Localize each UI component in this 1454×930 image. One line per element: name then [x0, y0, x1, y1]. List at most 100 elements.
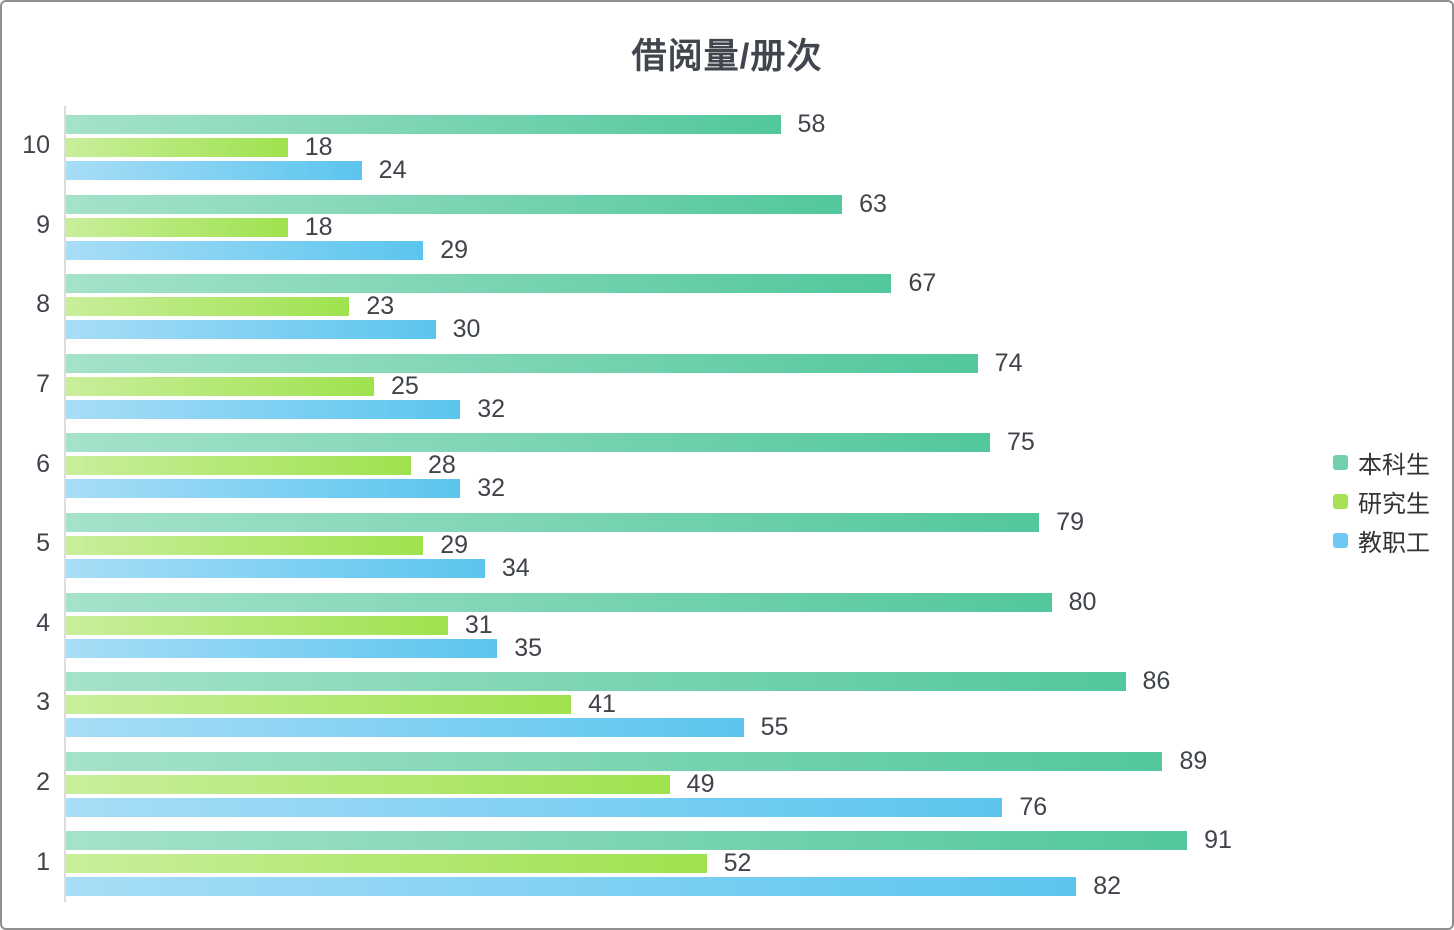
bar-value-label: 52 — [723, 849, 752, 878]
legend-swatch-icon — [1333, 533, 1348, 548]
bar-教职工[interactable] — [66, 797, 1003, 817]
bar-group: 58 18 24 — [66, 106, 1298, 186]
chart-area: 10 9 8 7 6 5 4 3 2 1 58 18 24 63 18 29 67 23 30 74 25 32 75 28… — [2, 106, 1298, 902]
y-axis-label: 7 — [36, 370, 50, 399]
bar-教职工[interactable] — [66, 161, 362, 180]
bar-教职工[interactable] — [66, 558, 485, 578]
y-axis-label: 8 — [36, 290, 50, 319]
bar-row: 52 — [66, 849, 1298, 878]
bar-row: 34 — [66, 555, 1298, 580]
bar-value-label: 18 — [304, 133, 333, 161]
legend-label: 研究生 — [1358, 491, 1430, 518]
y-axis-label: 3 — [36, 688, 50, 717]
bar-研究生[interactable] — [66, 138, 288, 157]
bar-row: 91 — [66, 826, 1298, 855]
bar-value-label: 82 — [1093, 872, 1122, 901]
bar-row: 58 — [66, 110, 1298, 138]
bar-教职工[interactable] — [66, 399, 461, 419]
bar-row: 41 — [66, 690, 1298, 719]
bar-本科生[interactable] — [66, 353, 978, 373]
bar-value-label: 32 — [477, 474, 506, 503]
bar-row: 74 — [66, 348, 1298, 377]
bar-group: 86 41 55 — [66, 663, 1298, 743]
bar-研究生[interactable] — [66, 695, 572, 715]
bar-row: 18 — [66, 214, 1298, 239]
bar-本科生[interactable] — [66, 831, 1188, 851]
bar-本科生[interactable] — [66, 592, 1052, 612]
bar-row: 28 — [66, 453, 1298, 478]
bar-row: 30 — [66, 317, 1298, 342]
bar-group: 89 49 76 — [66, 743, 1298, 823]
bar-value-label: 35 — [514, 633, 542, 662]
bar-value-label: 29 — [440, 235, 469, 264]
bar-本科生[interactable] — [66, 512, 1040, 532]
chart-title: 借阅量/册次 — [631, 37, 823, 76]
legend-label: 本科生 — [1358, 452, 1430, 479]
bar-教职工[interactable] — [66, 479, 461, 499]
bar-row: 86 — [66, 669, 1298, 694]
y-axis: 10 9 8 7 6 5 4 3 2 1 — [2, 106, 50, 902]
bar-研究生[interactable] — [66, 297, 350, 317]
bar-研究生[interactable] — [66, 456, 411, 476]
legend-swatch-icon — [1333, 455, 1348, 470]
bar-group: 67 23 30 — [66, 265, 1298, 345]
bar-value-label: 63 — [859, 189, 887, 218]
bar-本科生[interactable] — [66, 751, 1163, 771]
bar-教职工[interactable] — [66, 718, 744, 738]
bar-value-label: 91 — [1204, 826, 1232, 855]
bar-row: 67 — [66, 271, 1298, 296]
bar-row: 24 — [66, 156, 1298, 184]
bar-row: 32 — [66, 474, 1298, 503]
bar-group: 80 31 35 — [66, 584, 1298, 664]
bar-row: 32 — [66, 394, 1298, 423]
legend-item-教职工[interactable]: 教职工 — [1333, 521, 1430, 560]
bar-教职工[interactable] — [66, 320, 436, 340]
bar-row: 89 — [66, 748, 1298, 773]
bar-row: 80 — [66, 589, 1298, 614]
bar-row: 63 — [66, 189, 1298, 218]
legend-item-本科生[interactable]: 本科生 — [1333, 443, 1430, 482]
legend: 本科生 研究生 教职工 — [1333, 443, 1430, 560]
bar-row: 29 — [66, 235, 1298, 264]
bar-value-label: 41 — [588, 690, 616, 719]
bar-本科生[interactable] — [66, 433, 990, 453]
bar-教职工[interactable] — [66, 877, 1077, 897]
bar-研究生[interactable] — [66, 217, 288, 237]
bar-研究生[interactable] — [66, 535, 424, 555]
bar-研究生[interactable] — [66, 854, 707, 874]
bar-value-label: 76 — [1019, 792, 1048, 821]
bar-row: 23 — [66, 294, 1298, 319]
bar-row: 29 — [66, 532, 1298, 557]
bar-研究生[interactable] — [66, 376, 374, 396]
bar-研究生[interactable] — [66, 615, 448, 635]
y-axis-label: 2 — [36, 768, 50, 797]
bar-研究生[interactable] — [66, 774, 670, 794]
bar-row: 18 — [66, 133, 1298, 161]
bar-本科生[interactable] — [66, 194, 843, 214]
y-axis-label: 1 — [36, 847, 50, 876]
bar-value-label: 24 — [378, 156, 407, 184]
legend-item-研究生[interactable]: 研究生 — [1333, 482, 1430, 521]
legend-label: 教职工 — [1358, 530, 1430, 557]
bar-value-label: 58 — [797, 110, 826, 138]
bar-group: 91 52 82 — [66, 822, 1298, 902]
bar-教职工[interactable] — [66, 638, 498, 658]
bar-value-label: 74 — [994, 348, 1023, 377]
bar-row: 79 — [66, 507, 1298, 536]
bar-本科生[interactable] — [66, 274, 892, 294]
y-axis-label: 9 — [36, 210, 50, 239]
bar-row: 31 — [66, 612, 1298, 637]
bar-row: 82 — [66, 872, 1298, 901]
bar-row: 35 — [66, 633, 1298, 662]
y-axis-label: 4 — [36, 608, 50, 637]
plot-groups: 58 18 24 63 18 29 67 23 30 74 25 32 75 28 32 79 29 34 80 31… — [64, 106, 1298, 902]
bar-group: 74 25 32 — [66, 345, 1298, 425]
bar-教职工[interactable] — [66, 240, 424, 260]
bar-value-label: 75 — [1007, 428, 1035, 457]
y-axis-label: 6 — [36, 449, 50, 478]
bar-value-label: 79 — [1056, 507, 1085, 536]
bar-本科生[interactable] — [66, 115, 781, 134]
bar-本科生[interactable] — [66, 672, 1126, 692]
bar-group: 75 28 32 — [66, 424, 1298, 504]
bar-value-label: 32 — [477, 394, 506, 423]
